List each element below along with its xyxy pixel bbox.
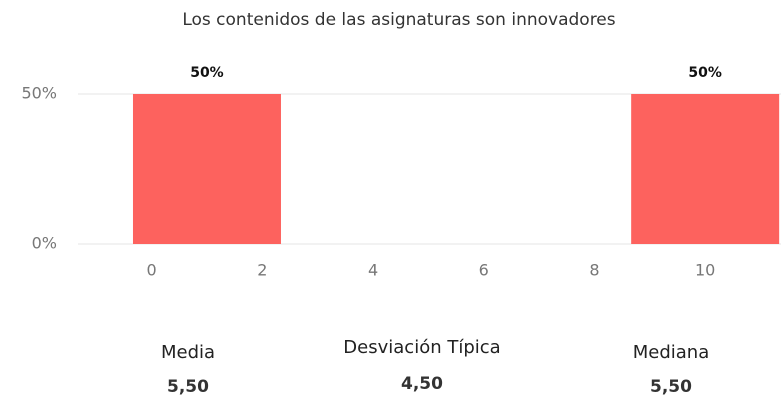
- bar: [631, 94, 780, 244]
- stat-value: 4,50: [401, 374, 443, 394]
- chart-title: Los contenidos de las asignaturas son in…: [182, 10, 615, 30]
- x-tick-label: 10: [695, 261, 715, 280]
- x-tick-label: 6: [479, 261, 489, 280]
- value-label: 50%: [688, 65, 722, 81]
- value-label: 50%: [190, 65, 224, 81]
- x-tick-label: 8: [589, 261, 599, 280]
- x-tick-label: 2: [257, 261, 267, 280]
- stat-value: 5,50: [167, 377, 209, 397]
- stat-label: Media: [161, 342, 215, 363]
- stat-label: Desviación Típica: [343, 337, 500, 358]
- x-tick-label: 4: [368, 261, 378, 280]
- y-tick-label: 0%: [32, 234, 57, 253]
- stat-label: Mediana: [633, 342, 710, 363]
- stat-value: 5,50: [650, 377, 692, 397]
- x-tick-label: 0: [147, 261, 157, 280]
- y-tick-label: 50%: [21, 84, 57, 103]
- bar: [132, 94, 281, 244]
